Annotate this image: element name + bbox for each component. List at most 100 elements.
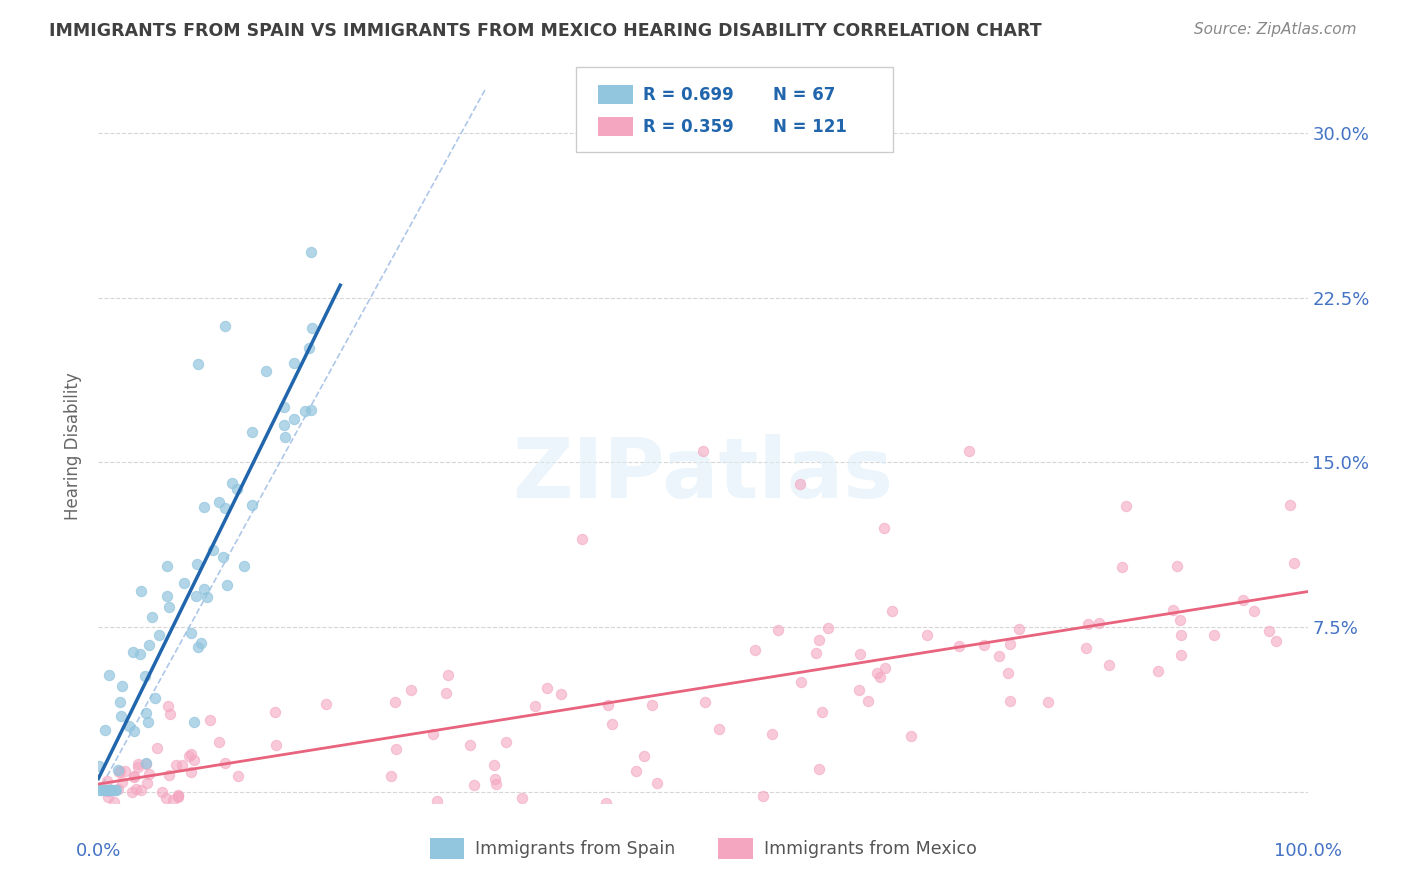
Point xyxy=(186,557,208,571)
Point xyxy=(232,558,254,573)
Text: IMMIGRANTS FROM SPAIN VS IMMIGRANTS FROM MEXICO HEARING DISABILITY CORRELATION C: IMMIGRANTS FROM SPAIN VS IMMIGRANTS FROM… xyxy=(49,22,1042,40)
Point xyxy=(127,760,149,774)
Point xyxy=(434,686,457,700)
Point xyxy=(97,782,120,797)
Point xyxy=(301,320,323,334)
Point xyxy=(806,646,828,660)
Point xyxy=(87,758,110,772)
Point xyxy=(873,521,896,535)
Point xyxy=(108,764,131,779)
Point xyxy=(183,714,205,729)
Point xyxy=(134,669,156,683)
Point xyxy=(915,627,938,641)
Point xyxy=(789,674,811,689)
Point xyxy=(633,748,655,763)
Point xyxy=(707,722,730,736)
Point xyxy=(129,647,152,661)
Point xyxy=(155,791,177,805)
Point xyxy=(264,738,287,752)
Point xyxy=(808,763,831,777)
Point xyxy=(1111,560,1133,574)
Point xyxy=(263,706,285,720)
Point xyxy=(143,691,166,706)
Point xyxy=(1170,648,1192,663)
Point xyxy=(167,789,190,803)
Point xyxy=(228,769,250,783)
Point xyxy=(135,706,157,720)
Point xyxy=(166,789,188,804)
Point xyxy=(190,636,212,650)
Point xyxy=(399,682,422,697)
Point xyxy=(242,425,264,439)
Point xyxy=(114,764,136,778)
Point xyxy=(294,404,316,418)
Point xyxy=(201,542,224,557)
Point xyxy=(380,769,402,783)
Point xyxy=(148,628,170,642)
Point xyxy=(103,795,125,809)
Point xyxy=(866,666,889,681)
Point xyxy=(173,576,195,591)
Point xyxy=(156,589,179,603)
Point xyxy=(1115,500,1137,514)
Legend: Immigrants from Spain, Immigrants from Mexico: Immigrants from Spain, Immigrants from M… xyxy=(423,831,983,865)
Point xyxy=(495,735,517,749)
Point xyxy=(104,782,127,797)
Point xyxy=(1202,628,1225,642)
Point xyxy=(1232,592,1254,607)
Point xyxy=(384,694,406,708)
Point xyxy=(973,638,995,652)
Point xyxy=(187,357,209,371)
Point xyxy=(214,319,236,334)
Point xyxy=(125,782,148,797)
Point xyxy=(225,483,247,497)
Point xyxy=(873,660,896,674)
Text: 0.0%: 0.0% xyxy=(76,842,121,860)
Point xyxy=(240,498,263,512)
Point xyxy=(848,682,870,697)
Point xyxy=(110,709,132,723)
Point xyxy=(215,578,238,592)
Point xyxy=(135,757,157,772)
Point xyxy=(1076,640,1098,655)
Point xyxy=(283,356,305,370)
Point xyxy=(184,589,207,603)
Point xyxy=(811,705,834,719)
Point xyxy=(1087,616,1109,631)
Point xyxy=(98,782,121,797)
Y-axis label: Hearing Disability: Hearing Disability xyxy=(65,372,83,520)
Point xyxy=(104,782,127,797)
Point xyxy=(315,697,337,711)
Point xyxy=(157,600,180,615)
Point xyxy=(1077,617,1099,632)
Point xyxy=(1258,624,1281,638)
Point xyxy=(1282,556,1305,570)
Point xyxy=(157,767,180,781)
Point xyxy=(141,610,163,624)
Point xyxy=(121,784,143,798)
Point xyxy=(214,500,236,515)
Point xyxy=(1147,664,1170,678)
Point xyxy=(283,412,305,426)
Point xyxy=(789,477,811,491)
Point xyxy=(212,550,235,565)
Text: 100.0%: 100.0% xyxy=(1274,842,1341,860)
Point xyxy=(807,632,830,647)
Point xyxy=(89,782,111,797)
Point xyxy=(997,665,1019,680)
Point xyxy=(93,782,115,797)
Point xyxy=(274,430,297,444)
Point xyxy=(97,784,120,798)
Point xyxy=(298,341,321,355)
Point xyxy=(460,738,482,752)
Point xyxy=(571,533,593,547)
Point xyxy=(129,783,152,797)
Point xyxy=(998,694,1021,708)
Point xyxy=(180,625,202,640)
Point xyxy=(156,698,179,713)
Point xyxy=(1243,604,1265,618)
Point xyxy=(957,444,980,458)
Text: R = 0.699: R = 0.699 xyxy=(643,86,734,103)
Point xyxy=(744,642,766,657)
Point xyxy=(122,769,145,783)
